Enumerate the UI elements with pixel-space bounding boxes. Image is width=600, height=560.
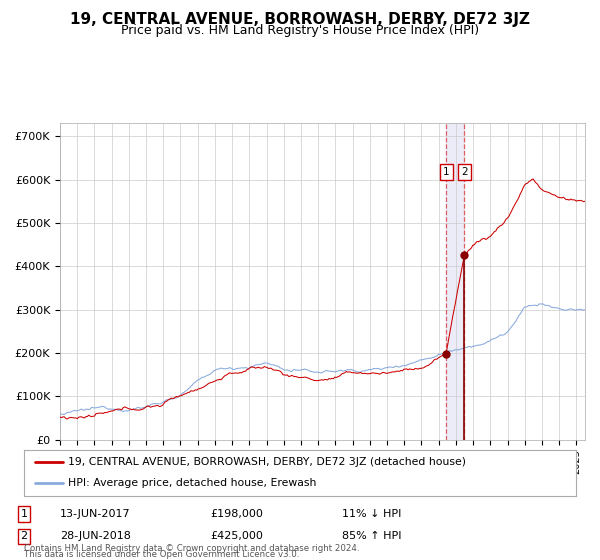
Text: 2: 2 — [20, 531, 28, 542]
Text: 13-JUN-2017: 13-JUN-2017 — [60, 509, 131, 519]
Text: 28-JUN-2018: 28-JUN-2018 — [60, 531, 131, 542]
Text: £198,000: £198,000 — [210, 509, 263, 519]
Text: HPI: Average price, detached house, Erewash: HPI: Average price, detached house, Erew… — [68, 478, 317, 488]
Text: 19, CENTRAL AVENUE, BORROWASH, DERBY, DE72 3JZ: 19, CENTRAL AVENUE, BORROWASH, DERBY, DE… — [70, 12, 530, 27]
Text: This data is licensed under the Open Government Licence v3.0.: This data is licensed under the Open Gov… — [24, 550, 299, 559]
Text: 1: 1 — [20, 509, 28, 519]
Text: Price paid vs. HM Land Registry's House Price Index (HPI): Price paid vs. HM Land Registry's House … — [121, 24, 479, 37]
Bar — [446, 123, 464, 440]
Text: 85% ↑ HPI: 85% ↑ HPI — [342, 531, 401, 542]
Text: Contains HM Land Registry data © Crown copyright and database right 2024.: Contains HM Land Registry data © Crown c… — [24, 544, 359, 553]
Text: 2: 2 — [461, 167, 467, 178]
Text: £425,000: £425,000 — [210, 531, 263, 542]
Text: 1: 1 — [443, 167, 450, 178]
Text: 11% ↓ HPI: 11% ↓ HPI — [342, 509, 401, 519]
Text: 19, CENTRAL AVENUE, BORROWASH, DERBY, DE72 3JZ (detached house): 19, CENTRAL AVENUE, BORROWASH, DERBY, DE… — [68, 457, 466, 467]
